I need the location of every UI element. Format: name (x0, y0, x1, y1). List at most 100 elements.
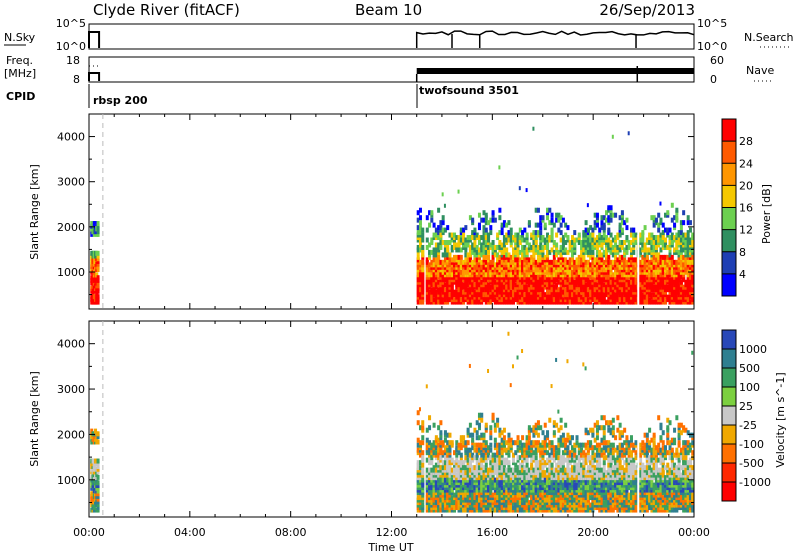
echo-cell (97, 475, 100, 480)
echo-cell (485, 423, 488, 428)
echo-cell (430, 460, 433, 465)
power-heatmap (90, 114, 694, 309)
echo-cell (494, 218, 497, 223)
echo-cell (503, 435, 506, 440)
echo-cell (610, 205, 613, 210)
echo-cell (680, 225, 683, 230)
echo-cell (614, 213, 617, 218)
echo-cell (521, 435, 524, 440)
echo-cell (421, 260, 424, 265)
echo-cell (641, 238, 644, 243)
echo-cell (591, 233, 594, 238)
nave-tick-bottom: 0 (710, 73, 717, 86)
echo-cell (480, 413, 483, 418)
echo-cell (439, 430, 442, 435)
echo-cell (419, 215, 422, 220)
echo-cell (621, 228, 624, 233)
echo-cell (587, 203, 589, 207)
echo-cell (485, 213, 488, 218)
echo-cell (462, 435, 465, 440)
freq-unit: [MHz] (4, 67, 36, 80)
echo-cell (530, 463, 533, 468)
cpid-segment-1: twofsound 3501 (419, 84, 519, 97)
echo-cell (419, 407, 421, 411)
echo-cell (505, 247, 508, 252)
echo-cell (421, 455, 424, 460)
echo-cell (419, 220, 422, 225)
date-title: 26/Sep/2013 (599, 1, 695, 19)
echo-cell (607, 255, 610, 260)
echo-cell (485, 228, 488, 233)
echo-cell (607, 228, 610, 233)
echo-cell (555, 233, 558, 238)
echo-cell (526, 463, 529, 468)
echo-cell (644, 225, 647, 230)
echo-cell (573, 448, 576, 453)
echo-cell (476, 430, 479, 435)
echo-cell (625, 225, 628, 230)
echo-cell (675, 208, 678, 213)
echo-cell (426, 215, 429, 220)
echo-cell (560, 223, 563, 228)
echo-cell (539, 425, 542, 430)
echo-cell (97, 431, 100, 436)
echo-cell (501, 230, 504, 235)
echo-cell (548, 208, 551, 213)
echo-cell (557, 448, 560, 453)
echo-cell (507, 453, 510, 458)
echo-cell (519, 186, 521, 190)
echo-cell (689, 228, 692, 233)
echo-cell (442, 192, 444, 196)
echo-cell (510, 228, 513, 233)
y-tick-label: 2000 (57, 221, 85, 234)
echo-cell (494, 428, 497, 433)
echo-cell (632, 228, 635, 233)
cpid-segment-0: rbsp 200 (93, 94, 148, 107)
echo-cell (483, 433, 486, 438)
echo-cell (498, 208, 501, 213)
velocity-heatmap (90, 321, 694, 517)
echo-cell (671, 203, 674, 208)
echo-cell (585, 220, 588, 225)
y-tick-label: 3000 (57, 176, 85, 189)
echo-cell (526, 188, 528, 192)
nsky-label: N.Sky (4, 31, 36, 44)
echo-cell (625, 218, 628, 223)
echo-cell (576, 435, 579, 440)
echo-cell (97, 459, 100, 464)
echo-cell (573, 242, 576, 247)
echo-cell (489, 435, 492, 440)
echo-cell (507, 433, 510, 438)
echo-cell (421, 463, 424, 468)
echo-cell (471, 438, 474, 443)
echo-cell (464, 225, 467, 230)
echo-cell (467, 428, 470, 433)
echo-cell (551, 213, 554, 218)
echo-cell (562, 433, 565, 438)
echo-cell (512, 364, 514, 368)
echo-cell (478, 213, 481, 218)
station-title: Clyde River (fitACF) (93, 1, 240, 19)
echo-cell (551, 384, 553, 388)
echo-cell (669, 228, 672, 233)
echo-cell (97, 251, 100, 256)
echo-cell (546, 215, 549, 220)
echo-cell (555, 242, 558, 247)
echo-cell (448, 252, 451, 257)
echo-cell (503, 428, 506, 433)
echo-cell (539, 225, 542, 230)
echo-cell (521, 349, 523, 353)
echo-cell (426, 384, 428, 388)
freq-tick-bottom: 8 (73, 73, 80, 86)
echo-cell (687, 215, 690, 220)
echo-cell (532, 127, 534, 131)
echo-cell (417, 255, 420, 260)
freq-trace (89, 66, 694, 82)
echo-cell (448, 433, 451, 438)
echo-cell (496, 423, 499, 428)
echo-cell (564, 423, 567, 428)
echo-cell (551, 228, 554, 233)
echo-cell (682, 210, 685, 215)
echo-cell (498, 165, 500, 169)
